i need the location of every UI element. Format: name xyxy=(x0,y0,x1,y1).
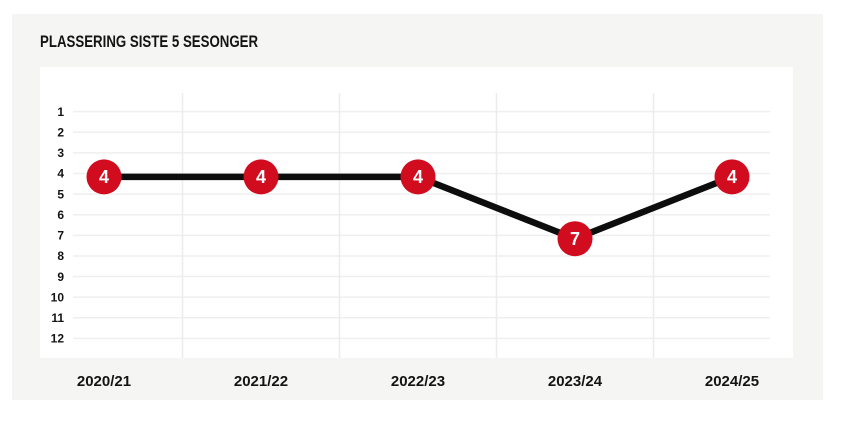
data-point-marker xyxy=(86,159,122,195)
x-axis-label: 2024/25 xyxy=(705,373,759,390)
plassering-card: PLASSERING SISTE 5 SESONGER 1 2 3 4 5 6 7 8 9 10 1… xyxy=(12,14,823,400)
y-tick-label: 12 xyxy=(51,332,65,346)
y-tick-label: 2 xyxy=(57,125,64,139)
x-axis-label: 2020/21 xyxy=(77,373,131,390)
data-point-marker xyxy=(557,221,593,257)
chart-title: PLASSERING SISTE 5 SESONGER xyxy=(40,32,259,51)
data-point-value: 7 xyxy=(570,229,580,249)
y-tick-label: 5 xyxy=(57,187,64,201)
y-tick-label: 3 xyxy=(57,146,64,160)
x-axis-label: 2023/24 xyxy=(548,373,603,390)
y-tick-label: 4 xyxy=(57,167,64,181)
y-tick-label: 7 xyxy=(57,229,64,243)
y-tick-label: 11 xyxy=(51,311,64,325)
plot-area xyxy=(40,67,793,358)
data-point-value: 4 xyxy=(256,167,266,187)
data-point-value: 4 xyxy=(99,167,109,187)
y-tick-label: 1 xyxy=(57,105,64,119)
data-point-marker xyxy=(243,159,279,195)
y-tick-label: 9 xyxy=(57,270,64,284)
data-point-marker xyxy=(400,159,436,195)
data-point-marker xyxy=(714,159,750,195)
x-axis-label: 2021/22 xyxy=(234,373,288,390)
data-point-value: 4 xyxy=(413,167,423,187)
data-point-value: 4 xyxy=(727,167,737,187)
y-tick-label: 6 xyxy=(57,208,64,222)
y-tick-label: 8 xyxy=(57,249,64,263)
x-axis-label: 2022/23 xyxy=(391,373,445,390)
y-tick-label: 10 xyxy=(51,290,65,304)
